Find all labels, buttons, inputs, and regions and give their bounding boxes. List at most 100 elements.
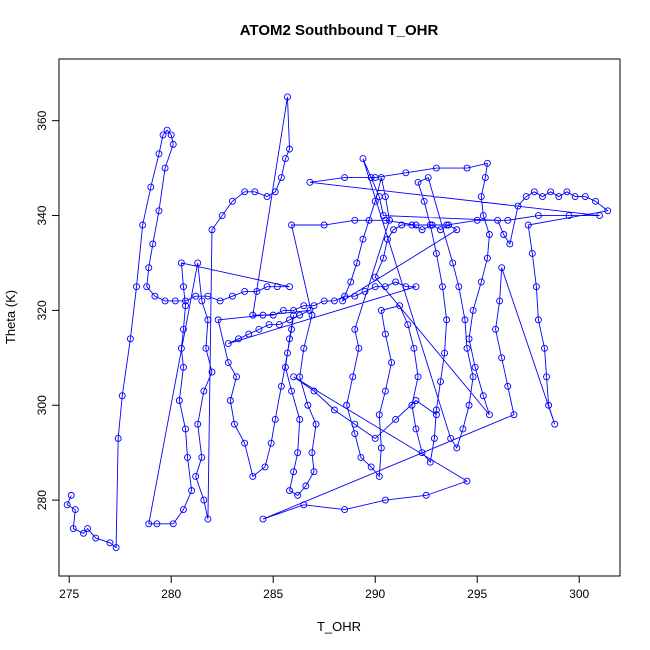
data-point bbox=[477, 193, 485, 201]
data-point bbox=[375, 411, 383, 419]
data-point bbox=[267, 439, 275, 447]
data-point bbox=[530, 188, 538, 196]
data-point bbox=[381, 330, 389, 338]
data-point bbox=[320, 297, 328, 305]
data-point bbox=[441, 349, 449, 357]
data-point bbox=[259, 311, 267, 319]
x-tick-label: 275 bbox=[59, 587, 79, 601]
y-tick-label: 300 bbox=[35, 395, 49, 415]
data-point bbox=[80, 529, 87, 537]
data-point bbox=[473, 216, 481, 224]
data-point bbox=[581, 193, 589, 201]
data-point bbox=[432, 406, 440, 414]
data-point bbox=[430, 435, 438, 442]
data-point bbox=[310, 302, 318, 310]
data-point bbox=[347, 278, 355, 286]
data-point bbox=[377, 444, 385, 452]
data-point bbox=[204, 292, 212, 300]
data-point bbox=[290, 468, 298, 476]
data-point bbox=[418, 226, 426, 234]
data-point bbox=[386, 216, 393, 224]
data-point bbox=[504, 382, 512, 390]
data-point bbox=[439, 283, 446, 291]
data-point bbox=[198, 453, 206, 461]
data-point bbox=[524, 221, 532, 229]
data-point bbox=[477, 278, 485, 286]
data-point bbox=[306, 178, 314, 186]
data-point bbox=[112, 544, 120, 551]
data-point bbox=[161, 164, 169, 172]
data-point bbox=[263, 283, 271, 291]
data-point bbox=[179, 283, 187, 291]
data-point bbox=[265, 321, 273, 329]
data-point bbox=[381, 216, 389, 224]
data-point bbox=[543, 373, 551, 381]
data-point bbox=[481, 174, 489, 182]
data-point bbox=[485, 231, 493, 238]
data-point bbox=[151, 292, 159, 300]
data-point bbox=[286, 283, 293, 291]
data-point bbox=[437, 226, 444, 234]
data-point bbox=[235, 335, 242, 343]
data-point bbox=[545, 401, 553, 409]
data-point bbox=[351, 430, 359, 438]
data-point bbox=[426, 221, 434, 229]
data-point bbox=[453, 444, 461, 452]
data-point bbox=[69, 525, 77, 533]
data-point bbox=[353, 259, 361, 267]
data-point bbox=[479, 392, 487, 400]
data-point bbox=[424, 174, 432, 182]
data-point bbox=[428, 221, 436, 229]
data-point bbox=[367, 174, 375, 182]
data-point bbox=[418, 449, 426, 457]
data-point bbox=[330, 297, 338, 305]
data-point bbox=[398, 221, 406, 229]
data-point bbox=[167, 131, 175, 139]
data-point bbox=[284, 349, 291, 357]
data-point bbox=[245, 330, 253, 338]
data-point bbox=[404, 321, 412, 329]
data-point bbox=[294, 491, 302, 499]
x-tick-label: 285 bbox=[263, 587, 283, 601]
data-point bbox=[422, 491, 430, 499]
data-point bbox=[351, 292, 359, 300]
data-point bbox=[565, 212, 573, 219]
data-point bbox=[361, 287, 369, 295]
data-point bbox=[447, 435, 455, 442]
data-point bbox=[412, 397, 420, 404]
x-axis: 275 280 285 290 295 300 bbox=[59, 575, 590, 601]
data-point bbox=[145, 264, 153, 272]
data-point bbox=[230, 420, 238, 428]
data-point bbox=[177, 259, 185, 267]
data-point bbox=[259, 515, 267, 523]
data-point bbox=[310, 468, 318, 476]
data-point bbox=[426, 458, 434, 466]
data-point bbox=[510, 411, 518, 419]
data-point bbox=[300, 344, 308, 352]
data-point bbox=[63, 501, 71, 509]
data-point bbox=[412, 425, 420, 433]
data-point bbox=[463, 164, 471, 172]
data-point bbox=[375, 472, 383, 480]
data-point bbox=[547, 188, 555, 196]
data-point bbox=[381, 496, 389, 504]
data-point bbox=[182, 297, 189, 305]
data-point bbox=[375, 193, 383, 201]
data-point bbox=[465, 401, 473, 409]
data-point bbox=[290, 311, 298, 319]
data-point bbox=[539, 193, 546, 201]
data-point bbox=[169, 520, 177, 528]
data-point bbox=[506, 240, 514, 248]
y-axis: 280 300 320 340 360 bbox=[35, 110, 60, 510]
data-point bbox=[192, 292, 200, 300]
data-point bbox=[255, 325, 263, 333]
data-point bbox=[320, 221, 328, 229]
data-point bbox=[114, 435, 122, 442]
data-point bbox=[139, 221, 147, 229]
data-point bbox=[469, 306, 477, 314]
data-point bbox=[534, 316, 542, 324]
data-point bbox=[392, 278, 400, 286]
series-line bbox=[66, 96, 609, 549]
data-point bbox=[288, 325, 296, 333]
data-point bbox=[392, 416, 400, 423]
